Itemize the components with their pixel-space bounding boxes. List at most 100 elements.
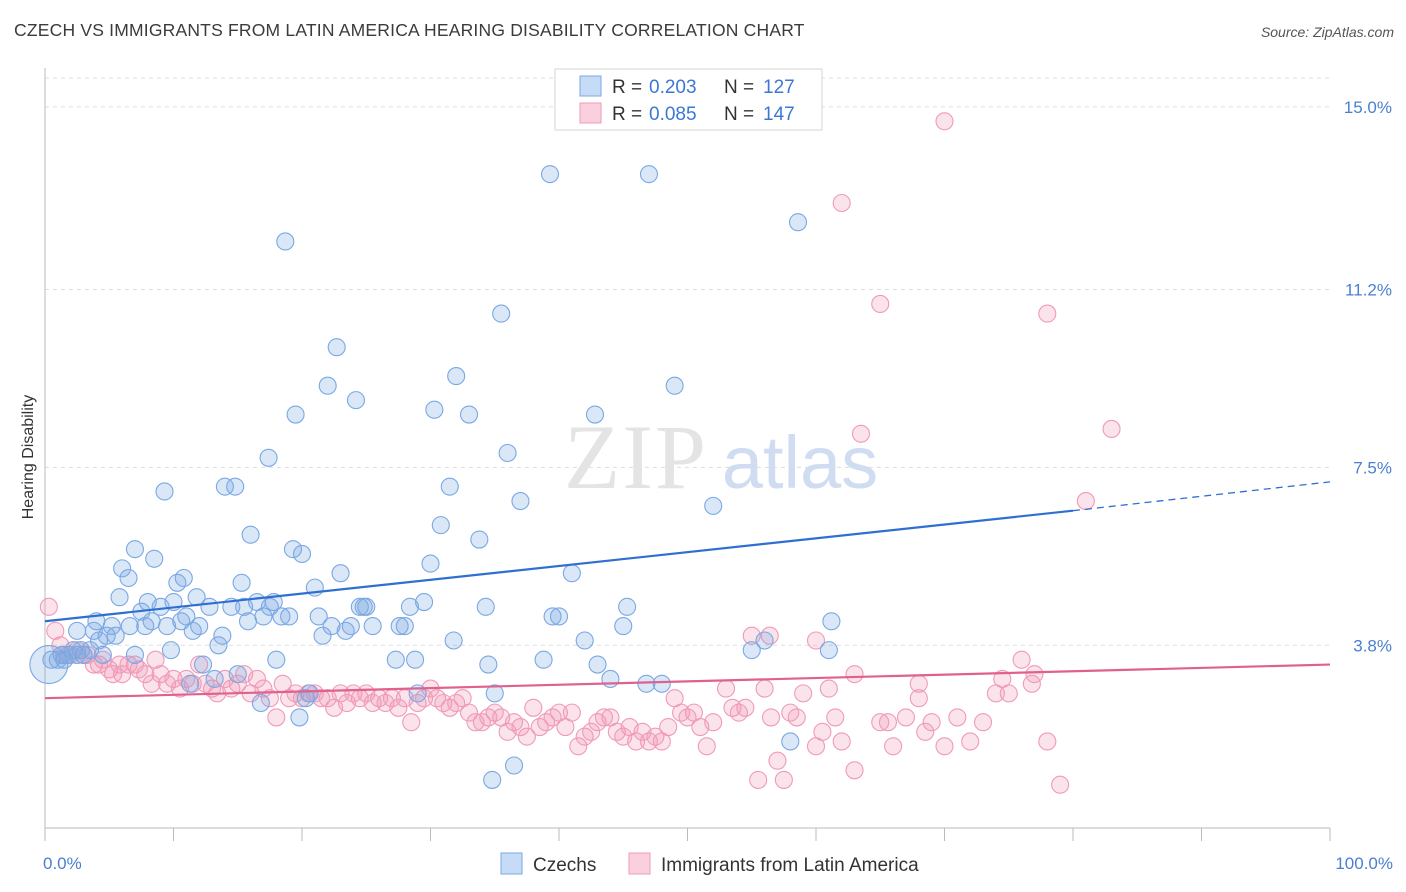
latam-point-60 (402, 713, 421, 732)
latam-trendline (44, 663, 1331, 700)
latam-point-120 (794, 684, 813, 703)
czech-point-125 (755, 631, 774, 650)
source-credit: Source: ZipAtlas.com (1260, 24, 1394, 40)
latam-point-69 (459, 703, 479, 722)
czech-point-16 (102, 617, 121, 636)
czech-point-46 (213, 626, 232, 645)
y-tick-labels: 3.8% 7.5% 11.2% 15.0% (1344, 98, 1392, 655)
x-tick-label-0: 0.0% (43, 854, 82, 873)
czech-point-126 (781, 732, 800, 751)
latam-point-106 (697, 737, 716, 756)
latam-point-153 (909, 689, 928, 708)
czech-point-83 (357, 597, 376, 616)
latam-point-139 (1012, 650, 1031, 669)
czech-trendline (44, 509, 1074, 623)
czech-point-114 (585, 405, 605, 424)
czech-point-35 (172, 612, 191, 631)
czech-point-128 (819, 641, 838, 660)
legend-n-value-1: 127 (763, 77, 795, 98)
czech-point-105 (498, 443, 517, 463)
latam-point-23 (164, 669, 183, 689)
latam-point-10 (93, 650, 112, 669)
czech-point-101 (479, 655, 498, 674)
czech-point-102 (483, 770, 502, 789)
latam-point-129 (896, 708, 916, 727)
latam-point-116 (768, 751, 787, 770)
czech-point-22 (125, 645, 144, 664)
legend-bottom: Czechs Immigrants from Latin America (500, 852, 919, 876)
latam-point-119 (787, 708, 806, 727)
legend-r-label-2: R = (612, 104, 642, 125)
czech-point-17 (106, 626, 125, 645)
czech-point-110 (543, 607, 562, 626)
czech-point-122 (665, 376, 684, 395)
latam-point-141 (1038, 732, 1057, 751)
latam-point-155 (1022, 674, 1041, 693)
legend-n-label-2: N = (724, 104, 754, 125)
czech-point-91 (415, 592, 434, 612)
czech-point-57 (254, 607, 273, 626)
czech-point-0 (42, 650, 61, 669)
czech-point-23 (125, 540, 144, 559)
latam-point-135 (961, 732, 980, 751)
x-tick-label-1: 100.0% (1335, 854, 1393, 873)
czech-point-121 (652, 674, 671, 693)
latam-point-151 (819, 679, 838, 698)
latam-point-126 (871, 713, 890, 732)
latam-point-19 (142, 674, 161, 693)
latam-point-154 (993, 669, 1012, 689)
czech-point-108 (534, 650, 553, 669)
latam-point-111 (736, 698, 755, 717)
czech-point-87 (395, 617, 414, 636)
latam-point-0 (39, 597, 58, 616)
legend-r-value-2: 0.085 (649, 104, 697, 125)
czech-point-81 (350, 597, 369, 616)
latam-point-156 (760, 626, 779, 645)
czech-point-97 (447, 367, 466, 386)
legend-bottom-swatch-pink (628, 852, 651, 875)
latam-point-131 (916, 722, 935, 741)
watermark: ZIP atlas (564, 406, 878, 508)
czech-point-66 (286, 405, 305, 424)
latam-point-39 (267, 708, 286, 727)
czech-point-21 (120, 617, 139, 636)
latam-point-146 (871, 294, 890, 314)
czech-point-77 (331, 564, 350, 583)
latam-point-85 (562, 703, 581, 722)
czech-point-124 (742, 641, 761, 660)
latam-point-134 (948, 708, 967, 727)
czech-point-36 (174, 568, 193, 588)
czech-point-88 (400, 597, 419, 616)
latam-point-86 (569, 737, 588, 756)
y-tick-label-2: 11.2% (1345, 281, 1392, 300)
latam-point-15 (119, 655, 138, 674)
x-tick-labels: 0.0% 100.0% (43, 854, 1393, 873)
czech-point-100 (476, 597, 495, 616)
latam-point-1 (46, 621, 65, 640)
czech-point-70 (300, 684, 319, 703)
axes (44, 68, 1331, 841)
czech-point-72 (309, 607, 328, 626)
czech-point-109 (540, 165, 560, 184)
latam-point-36 (247, 669, 267, 689)
czech-point-64 (280, 607, 299, 626)
czech-point-54 (241, 525, 260, 544)
latam-point-107 (704, 713, 723, 732)
czech-point-61 (267, 650, 286, 669)
czech-point-94 (431, 516, 450, 535)
czech-point-95 (440, 477, 459, 496)
latam-point-113 (749, 770, 768, 789)
legend-bottom-swatch-blue (500, 852, 523, 875)
latam-point-143 (935, 112, 954, 131)
czech-point-116 (601, 669, 620, 689)
latam-point-152 (845, 665, 864, 684)
latam-point-127 (878, 713, 898, 732)
czech-point-63 (276, 232, 295, 251)
y-tick-label-1: 7.5% (1353, 458, 1392, 477)
legend-n-label-1: N = (724, 77, 754, 98)
watermark-zip: ZIP (564, 406, 708, 508)
latam-point-122 (813, 722, 832, 741)
czech-point-18 (110, 588, 129, 607)
latam-point-125 (845, 761, 864, 780)
